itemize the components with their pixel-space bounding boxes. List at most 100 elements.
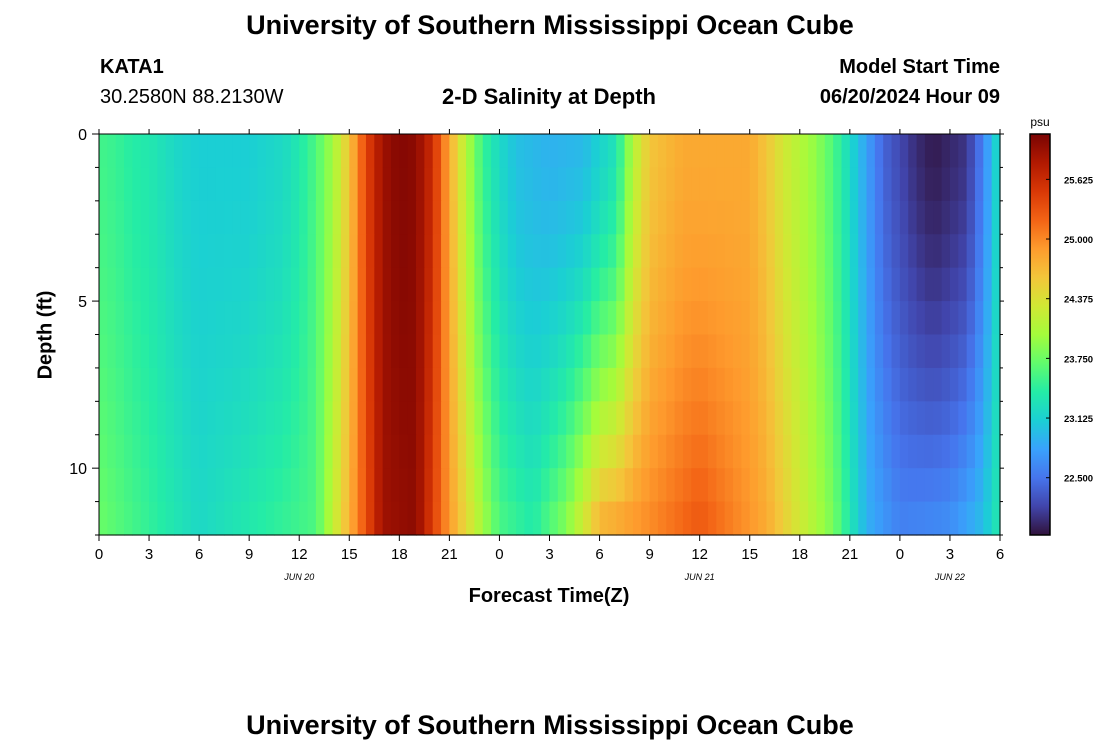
heatmap-cell xyxy=(315,334,325,369)
heatmap-cell xyxy=(215,234,225,269)
heatmap-cell xyxy=(532,267,542,302)
heatmap-cell xyxy=(841,234,851,269)
heatmap-cell xyxy=(424,501,434,536)
heatmap-cells xyxy=(99,134,1001,536)
heatmap-cell xyxy=(382,334,392,369)
heatmap-cell xyxy=(883,267,893,302)
heatmap-cell xyxy=(265,468,275,503)
page-title: University of Southern Mississippi Ocean… xyxy=(246,10,854,40)
heatmap-cell xyxy=(149,134,158,169)
heatmap-cell xyxy=(299,134,309,169)
heatmap-cell xyxy=(441,334,450,369)
heatmap-cell xyxy=(449,267,459,302)
heatmap-cell xyxy=(741,134,751,169)
heatmap-cell xyxy=(374,434,384,469)
heatmap-cell xyxy=(983,200,993,235)
heatmap-cell xyxy=(132,234,142,269)
heatmap-cell xyxy=(682,267,692,302)
heatmap-cell xyxy=(741,367,751,402)
heatmap-cell xyxy=(574,367,584,402)
heatmap-cell xyxy=(783,200,793,235)
heatmap-cell xyxy=(149,200,158,235)
heatmap-cell xyxy=(691,167,701,202)
heatmap-cell xyxy=(916,267,926,302)
heatmap-cell xyxy=(741,301,751,336)
heatmap-cell xyxy=(407,334,417,369)
heatmap-cell xyxy=(115,367,125,402)
heatmap-cell xyxy=(591,334,601,369)
heatmap-cell xyxy=(457,134,467,169)
heatmap-cell xyxy=(924,468,934,503)
heatmap-cell xyxy=(783,301,793,336)
heatmap-cell xyxy=(274,234,284,269)
heatmap-cell xyxy=(657,301,667,336)
heatmap-cell xyxy=(874,401,884,436)
heatmap-cell xyxy=(516,434,526,469)
heatmap-cell xyxy=(624,234,634,269)
heatmap-cell xyxy=(849,167,859,202)
heatmap-cell xyxy=(924,334,934,369)
heatmap-cell xyxy=(733,134,742,169)
heatmap-cell xyxy=(441,301,450,336)
heatmap-cell xyxy=(666,434,676,469)
heatmap-cell xyxy=(249,334,259,369)
heatmap-cell xyxy=(691,367,701,402)
heatmap-cell xyxy=(99,200,108,235)
heatmap-cell xyxy=(858,401,868,436)
heatmap-cell xyxy=(424,200,434,235)
heatmap-cell xyxy=(215,401,225,436)
heatmap-cell xyxy=(933,468,943,503)
heatmap-cell xyxy=(983,167,993,202)
heatmap-cell xyxy=(99,434,108,469)
heatmap-cell xyxy=(607,401,617,436)
heatmap-cell xyxy=(516,234,526,269)
heatmap-cell xyxy=(507,501,517,536)
heatmap-cell xyxy=(132,434,142,469)
heatmap-cell xyxy=(290,434,300,469)
x-tick-label: 3 xyxy=(946,546,954,563)
heatmap-cell xyxy=(249,501,259,536)
heatmap-cell xyxy=(365,401,375,436)
heatmap-cell xyxy=(791,434,801,469)
heatmap-cell xyxy=(958,134,968,169)
heatmap-cell xyxy=(883,200,893,235)
heatmap-cell xyxy=(933,234,943,269)
heatmap-cell xyxy=(991,468,1001,503)
heatmap-cell xyxy=(924,401,934,436)
heatmap-cell xyxy=(157,334,167,369)
heatmap-cell xyxy=(474,200,484,235)
heatmap-cell xyxy=(758,301,767,336)
heatmap-cell xyxy=(607,167,617,202)
heatmap-cell xyxy=(824,267,834,302)
heatmap-cell xyxy=(682,334,692,369)
heatmap-cell xyxy=(816,367,826,402)
heatmap-cell xyxy=(841,468,851,503)
heatmap-cell xyxy=(182,367,192,402)
heatmap-cell xyxy=(466,301,476,336)
heatmap-cell xyxy=(474,267,484,302)
heatmap-cell xyxy=(682,367,692,402)
heatmap-cell xyxy=(549,501,559,536)
heatmap-cell xyxy=(666,301,676,336)
heatmap-cell xyxy=(624,501,634,536)
heatmap-cell xyxy=(332,200,342,235)
heatmap-cell xyxy=(516,134,526,169)
heatmap-cell xyxy=(232,468,242,503)
x-tick-label: 18 xyxy=(791,546,808,563)
heatmap-cell xyxy=(983,334,993,369)
heatmap-cell xyxy=(674,401,684,436)
heatmap-cell xyxy=(524,468,534,503)
heatmap-cell xyxy=(516,501,526,536)
heatmap-cell xyxy=(649,267,659,302)
heatmap-cell xyxy=(741,167,751,202)
heatmap-cell xyxy=(307,468,317,503)
heatmap-cell xyxy=(349,468,359,503)
heatmap-cell xyxy=(816,267,826,302)
heatmap-cell xyxy=(841,401,851,436)
heatmap-cell xyxy=(499,234,509,269)
heatmap-cell xyxy=(349,267,359,302)
heatmap-cell xyxy=(349,301,359,336)
heatmap-cell xyxy=(741,501,751,536)
heatmap-cell xyxy=(290,134,300,169)
